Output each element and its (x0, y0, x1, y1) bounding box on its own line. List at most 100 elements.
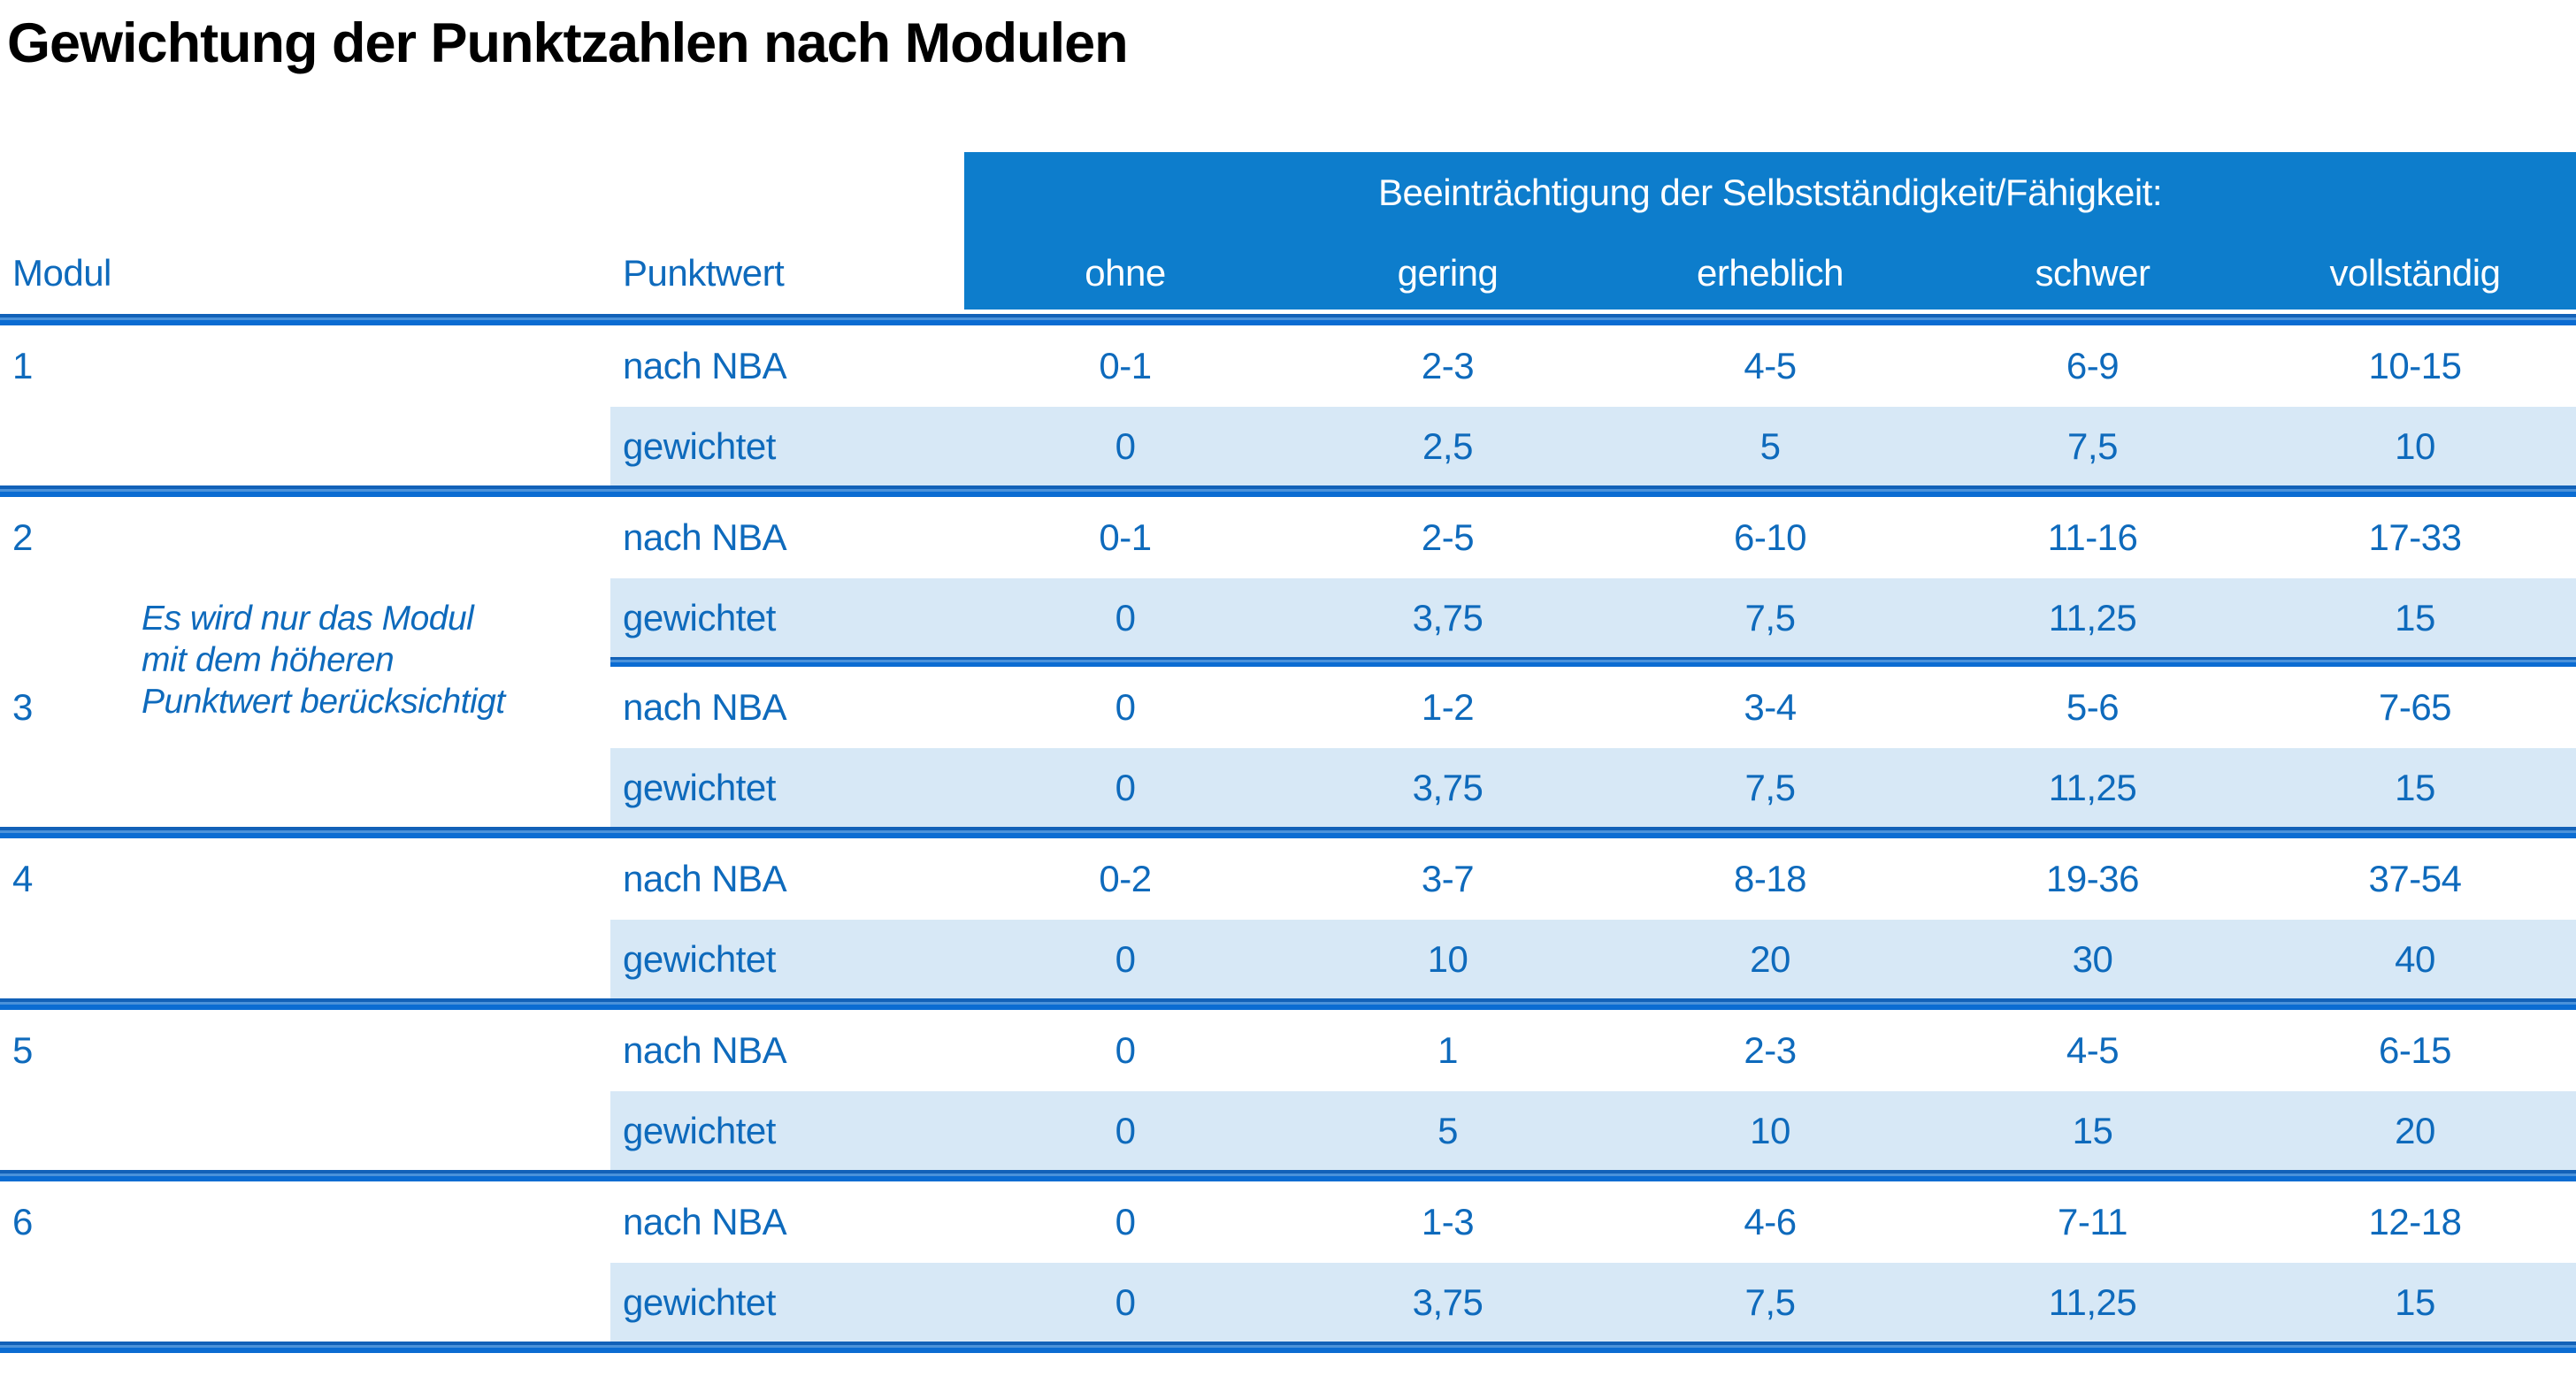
col-header-gering: gering (1286, 233, 1609, 314)
header-separator (0, 314, 2576, 325)
table-row-module4-nba: 4 nach NBA 0-2 3-7 8-18 19-36 37-54 (0, 838, 2576, 920)
value-cell: 7,5 (1609, 578, 1931, 657)
value-cell: 15 (2254, 1263, 2576, 1342)
module-separator (0, 1170, 2576, 1181)
row-label: gewichtet (610, 578, 964, 657)
value-cell: 1 (1438, 1029, 1458, 1071)
value-cell: 0-1 (1099, 345, 1152, 386)
modules-2-3-group: 2 nach NBA 0-1 2-5 6-10 11-16 17-33 gewi… (0, 497, 2576, 827)
value-cell: 12-18 (2368, 1201, 2462, 1242)
value-cell: 4-6 (1744, 1201, 1797, 1242)
value-cell: 0 (1115, 1029, 1136, 1071)
module-separator (0, 998, 2576, 1010)
value-cell: 11,25 (1931, 578, 2254, 657)
row-label: gewichtet (610, 1091, 964, 1170)
col-header-ohne: ohne (964, 233, 1286, 314)
module-number-spacer (0, 748, 610, 827)
value-cell: 20 (1609, 920, 1931, 998)
module-separator-partial (0, 657, 2576, 667)
group-header: Beeinträchtigung der Selbstständigkeit/F… (964, 152, 2576, 233)
value-cell: 5 (1286, 1091, 1609, 1170)
col-header-modul: Modul (12, 252, 111, 294)
module-number: 6 (12, 1201, 33, 1242)
weighting-table: Beeinträchtigung der Selbstständigkeit/F… (0, 152, 2576, 1353)
row-label: nach NBA (623, 858, 787, 899)
table-row-module5-nba: 5 nach NBA 0 1 2-3 4-5 6-15 (0, 1010, 2576, 1091)
value-cell: 20 (2254, 1091, 2576, 1170)
value-cell: 15 (2254, 578, 2576, 657)
value-cell: 0 (964, 1263, 1286, 1342)
value-cell: 17-33 (2368, 516, 2462, 558)
table-row-module6-nba: 6 nach NBA 0 1-3 4-6 7-11 12-18 (0, 1181, 2576, 1263)
value-cell: 6-15 (2378, 1029, 2452, 1071)
value-cell: 2-3 (1744, 1029, 1797, 1071)
value-cell: 0 (964, 407, 1286, 485)
value-cell: 0 (1115, 1201, 1136, 1242)
row-label: nach NBA (623, 686, 787, 728)
value-cell: 3,75 (1286, 748, 1609, 827)
value-cell: 11,25 (1931, 748, 2254, 827)
value-cell: 0-2 (1099, 858, 1152, 899)
table-row-module1-gewichtet: gewichtet 0 2,5 5 7,5 10 (0, 407, 2576, 485)
table-row-module3-nba: 3 nach NBA 0 1-2 3-4 5-6 7-65 (0, 667, 2576, 748)
page: Gewichtung der Punktzahlen nach Modulen … (0, 16, 2576, 1353)
value-cell: 10 (2254, 407, 2576, 485)
row-label: gewichtet (610, 920, 964, 998)
value-cell: 0 (964, 578, 1286, 657)
value-cell: 11,25 (1931, 1263, 2254, 1342)
value-cell: 11-16 (2047, 516, 2138, 558)
module-number: 4 (12, 858, 33, 899)
value-cell: 0 (964, 748, 1286, 827)
table-row-module5-gewichtet: gewichtet 0 5 10 15 20 (0, 1091, 2576, 1170)
table-row-module2-gewichtet: gewichtet 0 3,75 7,5 11,25 15 (0, 578, 2576, 657)
module-number: 1 (12, 345, 33, 386)
row-label: gewichtet (610, 748, 964, 827)
value-cell: 6-10 (1733, 516, 1807, 558)
value-cell: 10-15 (2368, 345, 2462, 386)
module-number-spacer (0, 920, 610, 998)
value-cell: 3-4 (1744, 686, 1797, 728)
value-cell: 3,75 (1286, 1263, 1609, 1342)
table-row-module4-gewichtet: gewichtet 0 10 20 30 40 (0, 920, 2576, 998)
row-label: nach NBA (623, 516, 787, 558)
value-cell: 0 (964, 1091, 1286, 1170)
value-cell: 7,5 (1609, 1263, 1931, 1342)
value-cell: 2-3 (1421, 345, 1475, 386)
value-cell: 3-7 (1421, 858, 1475, 899)
col-header-punktwert: Punktwert (623, 252, 785, 294)
value-cell: 15 (2254, 748, 2576, 827)
col-header-schwer: schwer (1931, 233, 2254, 314)
module-number-spacer (0, 407, 610, 485)
value-cell: 7-65 (2378, 686, 2452, 728)
value-cell: 7,5 (1609, 748, 1931, 827)
value-cell: 1-3 (1421, 1201, 1475, 1242)
module-number: 5 (12, 1029, 33, 1071)
header-spacer (0, 152, 964, 233)
module-separator (0, 827, 2576, 838)
module-number: 3 (12, 686, 33, 728)
value-cell: 4-5 (1744, 345, 1797, 386)
separator-line (610, 657, 2576, 667)
note-line: Es wird nur das Modul (142, 600, 474, 638)
table-row-module1-nba: 1 nach NBA 0-1 2-3 4-5 6-9 10-15 (0, 325, 2576, 407)
module-number: 2 (12, 516, 33, 558)
row-label: nach NBA (623, 345, 787, 386)
module-number-spacer (0, 1091, 610, 1170)
row-label: nach NBA (623, 1029, 787, 1071)
value-cell: 6-9 (2066, 345, 2120, 386)
value-cell: 5 (1609, 407, 1931, 485)
row-label: nach NBA (623, 1201, 787, 1242)
value-cell: 7-11 (2058, 1201, 2128, 1242)
col-header-erheblich: erheblich (1609, 233, 1931, 314)
value-cell: 30 (1931, 920, 2254, 998)
value-cell: 4-5 (2066, 1029, 2120, 1071)
value-cell: 0 (1115, 686, 1136, 728)
table-row-module2-nba: 2 nach NBA 0-1 2-5 6-10 11-16 17-33 (0, 497, 2576, 578)
value-cell: 0 (964, 920, 1286, 998)
value-cell: 2,5 (1286, 407, 1609, 485)
modules-2-3-note: Es wird nur das Modul mit dem höheren Pu… (142, 598, 505, 722)
value-cell: 15 (1931, 1091, 2254, 1170)
value-cell: 5-6 (2066, 686, 2120, 728)
table-header-columns-row: Modul Punktwert ohne gering erheblich sc… (0, 233, 2576, 314)
row-label: gewichtet (610, 407, 964, 485)
